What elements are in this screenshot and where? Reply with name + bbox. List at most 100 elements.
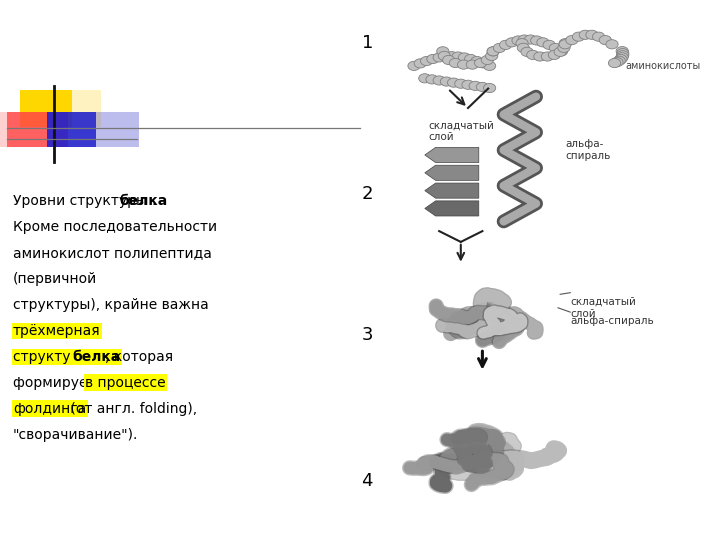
Circle shape [543,40,555,50]
Text: Уровни структуры: Уровни структуры [13,194,151,208]
Bar [47,112,96,147]
Text: белка: белка [73,350,121,364]
Circle shape [414,59,426,68]
Text: 1: 1 [361,34,373,52]
Circle shape [420,56,433,65]
Circle shape [613,56,625,65]
Circle shape [586,30,598,39]
Circle shape [524,35,536,44]
Circle shape [616,51,629,60]
Circle shape [464,55,477,64]
Circle shape [443,56,455,65]
Circle shape [616,46,629,56]
Text: аминокислот полипептида: аминокислот полипептида [13,246,212,260]
Circle shape [599,36,611,45]
Circle shape [452,52,464,61]
Circle shape [462,80,474,89]
Circle shape [469,81,481,90]
Text: структуры), крайне важна: структуры), крайне важна [13,298,209,312]
Text: альфа-спираль: альфа-спираль [570,316,654,326]
Text: в процессе: в процессе [85,376,166,390]
Circle shape [537,38,549,47]
Circle shape [500,40,512,50]
Circle shape [608,58,621,68]
Text: трёхмерная: трёхмерная [13,324,101,338]
Circle shape [615,55,627,64]
Circle shape [516,39,528,48]
Circle shape [446,51,458,60]
Circle shape [418,74,431,83]
Bar [7,112,68,147]
Text: складчатый
слой: складчатый слой [428,120,494,142]
Text: , которая: , которая [105,350,174,364]
Circle shape [467,60,479,69]
Text: структура: структура [13,350,92,364]
Circle shape [436,47,449,56]
Bar [20,90,72,127]
Circle shape [517,43,529,52]
Text: "сворачивание").: "сворачивание"). [13,428,138,442]
Circle shape [549,50,560,59]
Circle shape [556,47,568,56]
Text: (от англ. folding),: (от англ. folding), [66,402,197,416]
Bar [72,90,101,127]
Text: 4: 4 [361,471,373,490]
Polygon shape [425,165,479,180]
Bar [0,112,7,147]
Circle shape [558,43,570,52]
Circle shape [559,39,572,48]
Circle shape [448,78,460,87]
Circle shape [457,60,469,69]
Circle shape [471,56,483,65]
Circle shape [458,53,471,62]
Circle shape [449,58,462,68]
Text: альфа-
спираль: альфа- спираль [565,139,611,161]
Circle shape [531,36,543,45]
Circle shape [549,43,562,52]
Circle shape [559,40,572,49]
Polygon shape [425,201,479,216]
Polygon shape [425,147,479,163]
Circle shape [455,79,467,88]
Circle shape [526,50,539,59]
Circle shape [518,35,531,44]
Text: 2: 2 [361,185,373,204]
Circle shape [408,61,420,70]
Text: (первичной: (первичной [13,272,97,286]
Circle shape [439,52,451,61]
Circle shape [593,32,605,41]
Circle shape [487,47,500,56]
Text: .: . [152,194,156,208]
Circle shape [616,53,628,62]
Circle shape [440,77,452,86]
Text: Кроме последовательности: Кроме последовательности [13,220,217,234]
Circle shape [521,48,534,57]
Circle shape [512,36,524,45]
Circle shape [477,82,488,91]
Circle shape [611,58,623,67]
Circle shape [541,52,554,61]
Text: формируется: формируется [13,376,116,390]
Circle shape [572,32,585,41]
Circle shape [616,49,629,58]
Circle shape [534,52,546,61]
Bar [96,112,139,147]
Text: фолдинга: фолдинга [13,402,86,416]
Polygon shape [425,183,479,198]
Circle shape [438,51,451,60]
Circle shape [477,59,490,68]
Circle shape [484,61,496,70]
Circle shape [606,40,618,49]
Circle shape [484,84,496,93]
Circle shape [505,38,518,47]
Circle shape [433,53,445,62]
Circle shape [485,51,498,60]
Text: аминокислоты: аминокислоты [626,61,701,71]
Circle shape [481,56,493,65]
Text: складчатый
слой: складчатый слой [570,297,636,319]
Circle shape [566,36,578,45]
Text: белка: белка [120,194,168,208]
Circle shape [433,76,445,85]
Text: 3: 3 [361,326,373,344]
Circle shape [554,48,566,57]
